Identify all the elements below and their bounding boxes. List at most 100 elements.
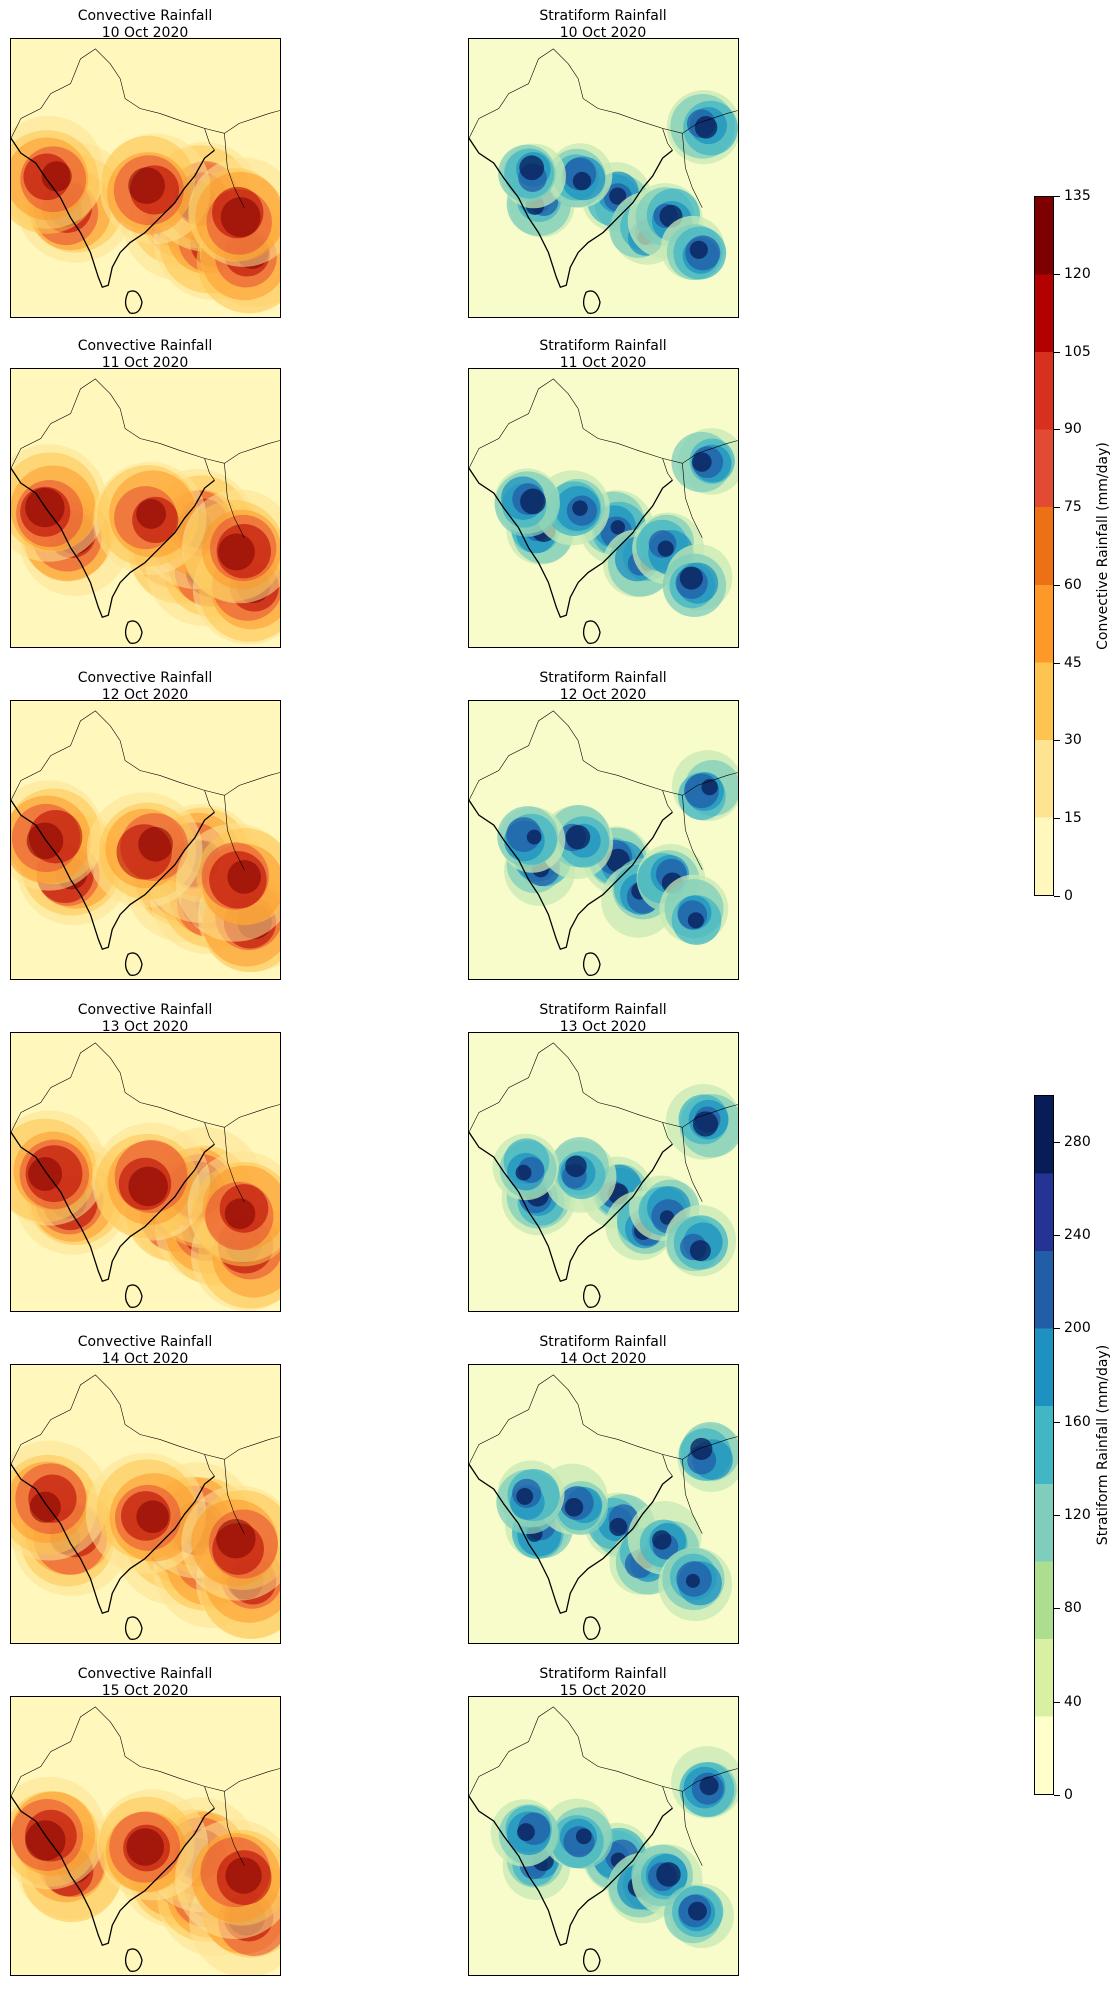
rainfall-contour <box>689 240 708 259</box>
panel-variable-label: Convective Rainfall <box>77 338 213 354</box>
colorbar-tick-label: 120 <box>1064 265 1091 282</box>
colorbar-tick <box>1054 273 1060 275</box>
sri-lanka-outline <box>582 1948 601 1972</box>
colorbar-tick <box>1054 1515 1060 1516</box>
rainfall-map <box>11 1697 280 1975</box>
colorbar-tick <box>1054 1421 1060 1423</box>
colorbar-tick-label: 135 <box>1064 188 1091 204</box>
stratiform-panel-title: Stratiform Rainfall 15 Oct 2020 <box>453 1666 753 1700</box>
colorbar-tick-label: 105 <box>1064 343 1091 360</box>
stratiform-map-panel <box>468 1696 739 1976</box>
stratiform-panel-title: Stratiform Rainfall 13 Oct 2020 <box>453 1002 753 1036</box>
colorbar-tick <box>1054 662 1060 664</box>
colorbar-tick-label: 75 <box>1064 499 1082 516</box>
coastline <box>469 137 673 289</box>
sri-lanka-outline <box>124 1616 143 1640</box>
panel-variable-label: Stratiform Rainfall <box>539 338 667 354</box>
rainfall-contour <box>138 826 173 862</box>
colorbar-tick <box>1054 429 1060 431</box>
rainfall-map <box>11 1365 280 1643</box>
sri-lanka-outline <box>582 290 601 314</box>
stratiform-map-panel <box>468 1032 739 1312</box>
country-borders <box>469 1042 738 1202</box>
stratiform-panel-title: Stratiform Rainfall 10 Oct 2020 <box>453 8 753 42</box>
sri-lanka-outline <box>124 1284 143 1308</box>
sri-lanka-outline <box>124 620 143 644</box>
sri-lanka-outline <box>124 952 143 976</box>
colorbar-tick <box>1054 1328 1060 1330</box>
colorbar-tick-label: 120 <box>1064 1507 1091 1523</box>
rainfall-map <box>469 1033 738 1311</box>
country-borders <box>11 48 280 208</box>
colorbar-tick <box>1054 584 1060 586</box>
colorbar-tick <box>1054 1795 1060 1796</box>
panel-date-label: 15 Oct 2020 <box>559 1683 647 1699</box>
rainfall-contour <box>679 566 703 590</box>
country-borders <box>469 378 738 538</box>
rainfall-contour <box>29 1491 61 1523</box>
rainfall-map <box>11 39 280 317</box>
coastline <box>469 467 673 619</box>
stratiform-map-panel <box>468 38 739 318</box>
stratiform-colorbar <box>1034 1095 1054 1795</box>
stratiform-panel-title: Stratiform Rainfall 14 Oct 2020 <box>453 1334 753 1368</box>
panel-date-label: 10 Oct 2020 <box>559 25 647 41</box>
rainfall-map <box>469 1365 738 1643</box>
panel-variable-label: Stratiform Rainfall <box>539 1334 667 1350</box>
colorbar-tick-label: 45 <box>1064 654 1082 671</box>
rainfall-contour <box>609 187 627 205</box>
rainfall-contour <box>225 1857 262 1894</box>
panel-variable-label: Convective Rainfall <box>77 1334 213 1350</box>
rainfall-contour <box>224 1198 256 1230</box>
colorbar-tick <box>1054 196 1060 197</box>
rainfall-contour <box>136 1500 169 1534</box>
rainfall-contour <box>572 171 592 191</box>
sri-lanka-outline <box>582 952 601 976</box>
convective-panel-title: Convective Rainfall 11 Oct 2020 <box>0 338 295 372</box>
coastline <box>11 1131 215 1283</box>
convective-panel-title: Convective Rainfall 15 Oct 2020 <box>0 1666 295 1700</box>
rainfall-contour <box>218 533 255 571</box>
convective-map-panel <box>10 368 281 648</box>
rainfall-contour <box>610 520 626 535</box>
panel-variable-label: Stratiform Rainfall <box>539 670 667 686</box>
rainfall-map <box>469 39 738 317</box>
convective-panel-title: Convective Rainfall 14 Oct 2020 <box>0 1334 295 1368</box>
rainfall-contour <box>687 1901 707 1921</box>
convective-map-panel <box>10 1364 281 1644</box>
rainfall-contour <box>564 1497 584 1517</box>
panel-variable-label: Convective Rainfall <box>77 1666 213 1682</box>
colorbar-tick-label: 0 <box>1064 888 1073 904</box>
colorbar-tick <box>1054 1141 1060 1143</box>
coastline <box>11 799 215 951</box>
colorbar-tick <box>1054 1701 1060 1703</box>
colorbar-tick <box>1054 1608 1060 1610</box>
rainfall-contour <box>220 197 261 238</box>
colorbar-tick <box>1054 507 1060 509</box>
colorbar-tick-label: 40 <box>1064 1693 1082 1710</box>
sri-lanka-outline <box>582 1284 601 1308</box>
colorbar-tick-label: 60 <box>1064 576 1082 593</box>
country-borders <box>469 48 738 208</box>
rainfall-contour <box>689 1240 711 1262</box>
colorbar-tick-label: 0 <box>1064 1787 1073 1803</box>
colorbar-tick-label: 90 <box>1064 421 1082 438</box>
rainfall-contour <box>520 488 546 515</box>
stratiform-map-panel <box>468 1364 739 1644</box>
rainfall-contour <box>128 1166 168 1207</box>
colorbar-tick-label: 15 <box>1064 810 1082 827</box>
rainfall-contour <box>28 1157 63 1191</box>
rainfall-contour <box>526 829 542 845</box>
country-borders <box>11 378 280 538</box>
rainfall-contour <box>25 1820 66 1861</box>
rainfall-contour <box>126 1828 165 1866</box>
convective-map-panel <box>10 1032 281 1312</box>
rainfall-contour <box>652 1530 672 1550</box>
stratiform-colorbar-label: Stratiform Rainfall (mm/day) <box>1095 1344 1111 1546</box>
colorbar-tick <box>1054 896 1060 897</box>
rainfall-map <box>11 701 280 979</box>
panel-variable-label: Stratiform Rainfall <box>539 8 667 24</box>
rainfall-contour <box>609 1517 628 1537</box>
rainfall-contour <box>128 167 166 205</box>
sri-lanka-outline <box>124 1948 143 1972</box>
